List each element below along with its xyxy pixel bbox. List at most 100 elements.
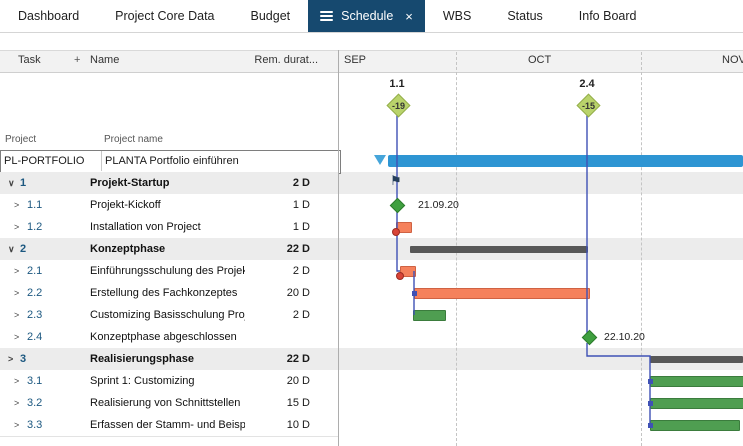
task-duration: 20 D xyxy=(286,375,310,387)
milestone-date: 21.09.20 xyxy=(418,199,459,211)
gantt-bar-task-2-1[interactable] xyxy=(400,266,416,277)
buffer-milestone-icon[interactable]: -19 xyxy=(386,93,411,118)
task-name: Erstellung des Fachkonzeptes xyxy=(90,287,238,299)
task-row-2-1[interactable]: > 2.1 Einführungsschulung des Projektt..… xyxy=(0,260,339,283)
connector-node xyxy=(648,423,653,428)
chevron-down-icon[interactable]: ∨ xyxy=(8,244,15,254)
section-stripe xyxy=(339,172,743,194)
gantt-bar-phase-3[interactable] xyxy=(650,356,743,363)
task-row-2-3[interactable]: > 2.3 Customizing Basisschulung Proje...… xyxy=(0,304,339,327)
task-id: 3.1 xyxy=(27,375,43,387)
tab-schedule[interactable]: Schedule × xyxy=(308,0,425,32)
task-id: 2.2 xyxy=(27,287,43,299)
task-id: 3.3 xyxy=(27,419,43,431)
task-id: 2.1 xyxy=(27,265,43,277)
chevron-right-icon[interactable]: > xyxy=(14,266,20,276)
chevron-right-icon[interactable]: > xyxy=(14,310,20,320)
task-row-1-2[interactable]: > 1.2 Installation von Project 1 D xyxy=(0,216,339,239)
task-duration: 2 D xyxy=(292,309,310,321)
project-name: PLANTA Portfolio einführen xyxy=(105,155,239,167)
close-icon[interactable]: × xyxy=(405,8,413,24)
task-name: Projekt-Kickoff xyxy=(90,199,161,211)
task-id: 2.4 xyxy=(27,331,43,343)
cell-divider xyxy=(101,151,102,171)
task-id: 3 xyxy=(20,353,27,365)
chevron-right-icon[interactable]: > xyxy=(14,398,20,408)
column-remaining-duration[interactable]: Rem. durat... xyxy=(254,54,318,66)
column-name[interactable]: Name xyxy=(90,54,120,66)
buffer-value: -19 xyxy=(391,100,405,111)
gantt-bar-task-2-2[interactable] xyxy=(414,288,590,299)
tab-info-board[interactable]: Info Board xyxy=(578,9,637,23)
gantt-bar-project[interactable] xyxy=(388,155,743,167)
gantt-bar-task-3-3[interactable] xyxy=(650,420,740,431)
project-label: Project xyxy=(5,134,37,145)
task-row-3[interactable]: > 3 Realisierungsphase 22 D xyxy=(0,348,339,371)
task-duration: 10 D xyxy=(286,419,310,431)
chevron-right-icon[interactable]: > xyxy=(14,288,20,298)
chevron-right-icon[interactable]: > xyxy=(14,376,20,386)
tab-schedule-label: Schedule xyxy=(341,9,394,23)
task-id: 2 xyxy=(20,243,27,255)
task-duration: 15 D xyxy=(286,397,310,409)
task-row-1-1[interactable]: > 1.1 Projekt-Kickoff 1 D xyxy=(0,194,339,217)
add-task-button[interactable]: + xyxy=(74,54,81,66)
column-task[interactable]: Task xyxy=(18,54,41,66)
project-row[interactable]: PL-PORTFOLIO PLANTA Portfolio einführen xyxy=(0,150,341,174)
gantt-bar-task-2-3[interactable] xyxy=(413,310,446,321)
task-name: Realisierung von Schnittstellen xyxy=(90,397,241,409)
tab-dashboard[interactable]: Dashboard xyxy=(18,9,80,23)
task-name: Konzeptphase xyxy=(90,243,166,255)
flag-icon: ⚑ xyxy=(390,173,402,188)
tab-wbs[interactable]: WBS xyxy=(442,9,472,23)
task-row-3-3[interactable]: > 3.3 Erfassen der Stamm- und Beispiel..… xyxy=(0,414,339,437)
milestone-header-task: 2.4 xyxy=(579,78,595,90)
task-duration: 1 D xyxy=(292,199,310,211)
gantt-bar-task-3-1[interactable] xyxy=(650,376,743,387)
connector-node xyxy=(648,379,653,384)
buffer-milestone-icon[interactable]: -15 xyxy=(576,93,601,118)
task-duration: 1 D xyxy=(292,221,310,233)
connector-node xyxy=(412,291,417,296)
panel-splitter[interactable] xyxy=(338,50,339,446)
task-duration: 22 D xyxy=(286,243,310,255)
task-row-1[interactable]: ∨ 1 Projekt-Startup 2 D xyxy=(0,172,339,195)
task-row-2-2[interactable]: > 2.2 Erstellung des Fachkonzeptes 20 D xyxy=(0,282,339,305)
tab-budget[interactable]: Budget xyxy=(250,9,291,23)
chevron-down-icon[interactable]: ∨ xyxy=(8,178,15,188)
task-duration: 2 D xyxy=(292,265,310,277)
timeline-month-sep: SEP xyxy=(344,54,367,66)
task-row-2[interactable]: ∨ 2 Konzeptphase 22 D xyxy=(0,238,339,261)
connector-node xyxy=(648,401,653,406)
chevron-right-icon[interactable]: > xyxy=(14,420,20,430)
tab-project-core-data[interactable]: Project Core Data xyxy=(115,9,215,23)
chevron-right-icon[interactable]: > xyxy=(8,354,14,364)
gantt-bar-phase-2[interactable] xyxy=(410,246,588,253)
task-row-3-2[interactable]: > 3.2 Realisierung von Schnittstellen 15… xyxy=(0,392,339,415)
task-row-3-1[interactable]: > 3.1 Sprint 1: Customizing 20 D xyxy=(0,370,339,393)
project-id: PL-PORTFOLIO xyxy=(4,155,85,167)
task-duration: 20 D xyxy=(286,287,310,299)
gantt-bar-task-3-2[interactable] xyxy=(650,398,743,409)
task-row-2-4[interactable]: > 2.4 Konzeptphase abgeschlossen xyxy=(0,326,339,349)
tab-status[interactable]: Status xyxy=(507,9,543,23)
milestone-header-task: 1.1 xyxy=(389,78,405,90)
gantt-milestone-kickoff[interactable] xyxy=(389,197,406,214)
chevron-right-icon[interactable]: > xyxy=(14,200,20,210)
timeline-month-nov: NOV xyxy=(722,54,743,66)
task-id: 2.3 xyxy=(27,309,43,321)
task-name: Customizing Basisschulung Proje... xyxy=(90,309,245,321)
task-id: 3.2 xyxy=(27,397,43,409)
milestone-date: 22.10.20 xyxy=(604,331,645,343)
task-duration: 22 D xyxy=(286,353,310,365)
chevron-right-icon[interactable]: > xyxy=(14,332,20,342)
project-start-marker-icon xyxy=(374,155,386,165)
task-id: 1.1 xyxy=(27,199,43,211)
task-id: 1 xyxy=(20,177,27,189)
menu-icon[interactable] xyxy=(320,11,334,21)
timeline-month-oct: OCT xyxy=(528,54,552,66)
buffer-value: -15 xyxy=(581,100,595,111)
chevron-right-icon[interactable]: > xyxy=(14,222,20,232)
gantt-milestone-konzept-done[interactable] xyxy=(581,329,598,346)
